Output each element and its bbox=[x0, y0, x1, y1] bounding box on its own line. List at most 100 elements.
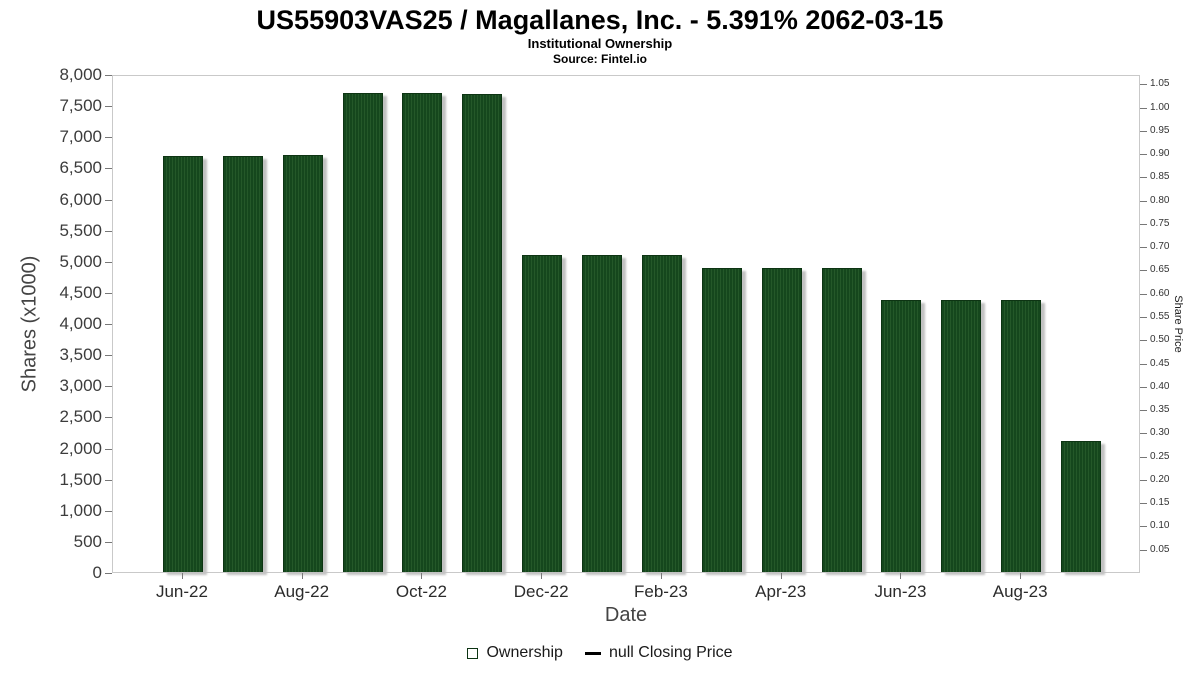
y-right-tick-label: 0.80 bbox=[1150, 194, 1170, 206]
y-right-tick-label: 1.00 bbox=[1150, 101, 1170, 113]
y-axis-title-right: Share Price bbox=[1172, 295, 1184, 353]
y-right-tick-mark bbox=[1140, 456, 1147, 458]
y-left-tick-mark bbox=[105, 324, 112, 325]
y-right-tick-mark bbox=[1140, 479, 1147, 481]
y-right-tick-label: 0.75 bbox=[1150, 217, 1170, 229]
y-right-tick-label: 0.05 bbox=[1150, 543, 1170, 555]
ownership-bar bbox=[162, 156, 203, 572]
y-right-tick-mark bbox=[1140, 293, 1147, 295]
y-left-tick-label: 4,500 bbox=[59, 282, 102, 302]
ownership-bar bbox=[402, 93, 443, 572]
y-right-tick-mark bbox=[1140, 247, 1147, 249]
y-right-tick-label: 0.20 bbox=[1150, 473, 1170, 485]
y-left-tick-label: 1,000 bbox=[59, 500, 102, 520]
y-right-tick-label: 1.05 bbox=[1150, 78, 1170, 90]
ownership-bar bbox=[522, 255, 563, 572]
y-left-tick-mark bbox=[105, 230, 112, 232]
ownership-bar bbox=[282, 155, 323, 572]
ownership-bar bbox=[941, 300, 982, 572]
x-tick-mark bbox=[181, 573, 183, 579]
ownership-legend-swatch bbox=[467, 647, 479, 659]
y-right-tick-mark bbox=[1140, 410, 1147, 412]
y-left-tick-label: 3,000 bbox=[59, 376, 102, 396]
y-right-tick-mark bbox=[1140, 270, 1147, 272]
ownership-bar bbox=[342, 93, 383, 572]
x-tick-mark bbox=[780, 573, 782, 579]
y-right-tick-mark bbox=[1140, 107, 1147, 109]
y-right-tick-label: 0.65 bbox=[1150, 264, 1170, 276]
y-left-tick-label: 2,000 bbox=[59, 438, 102, 458]
x-tick-mark bbox=[541, 573, 543, 579]
y-left-tick-label: 7,500 bbox=[59, 96, 102, 116]
x-tick-mark bbox=[301, 573, 303, 579]
ownership-bar bbox=[821, 268, 862, 572]
y-right-tick-mark bbox=[1140, 363, 1147, 365]
y-left-tick-label: 5,000 bbox=[59, 251, 102, 271]
y-right-tick-mark bbox=[1140, 433, 1147, 435]
y-right-tick-mark bbox=[1140, 200, 1147, 202]
y-right-tick-mark bbox=[1140, 177, 1147, 179]
x-tick-mark bbox=[421, 573, 423, 579]
y-right-tick-label: 0.30 bbox=[1150, 427, 1170, 439]
y-left-tick-mark bbox=[105, 573, 112, 574]
ownership-bar bbox=[881, 300, 922, 572]
y-right-tick-mark bbox=[1140, 549, 1147, 551]
closing-price-legend-swatch bbox=[584, 651, 601, 655]
x-tick-label: Aug-22 bbox=[274, 582, 330, 601]
x-tick-mark bbox=[900, 573, 902, 579]
y-left-tick-mark bbox=[105, 292, 112, 294]
x-tick-mark bbox=[660, 573, 662, 579]
y-left-tick-mark bbox=[105, 261, 112, 263]
y-left-tick-label: 8,000 bbox=[59, 65, 102, 84]
y-right-tick-label: 0.85 bbox=[1150, 171, 1170, 183]
x-tick-label: Jun-22 bbox=[155, 582, 208, 601]
y-left-tick-mark bbox=[105, 479, 112, 481]
y-left-tick-label: 500 bbox=[73, 531, 102, 551]
x-tick-label: Apr-23 bbox=[755, 582, 807, 601]
y-left-tick-mark bbox=[105, 386, 112, 388]
ownership-bar bbox=[582, 255, 623, 572]
y-right-tick-label: 0.10 bbox=[1150, 520, 1170, 532]
y-right-tick-mark bbox=[1140, 503, 1147, 505]
y-right-tick-label: 0.90 bbox=[1150, 148, 1170, 160]
y-left-tick-label: 3,500 bbox=[59, 345, 102, 365]
y-left-tick-mark bbox=[105, 417, 112, 419]
y-right-tick-mark bbox=[1140, 386, 1147, 388]
ownership-legend-label: Ownership bbox=[486, 644, 563, 661]
y-left-tick-mark bbox=[105, 75, 112, 76]
y-left-tick-label: 5,500 bbox=[59, 220, 102, 240]
y-left-tick-mark bbox=[105, 355, 112, 357]
y-right-tick-label: 0.15 bbox=[1150, 497, 1170, 509]
y-right-tick-label: 0.25 bbox=[1150, 450, 1170, 462]
y-right-tick-mark bbox=[1140, 526, 1147, 528]
y-right-tick-label: 0.55 bbox=[1150, 311, 1170, 323]
plot-area bbox=[112, 75, 1140, 573]
y-right-tick-mark bbox=[1140, 223, 1147, 225]
y-left-tick-mark bbox=[105, 541, 112, 543]
y-right-tick-label: 0.35 bbox=[1150, 404, 1170, 416]
y-right-tick-mark bbox=[1140, 130, 1147, 132]
y-left-tick-label: 6,500 bbox=[59, 158, 102, 178]
x-tick-label: Feb-23 bbox=[634, 582, 688, 601]
ownership-bar bbox=[641, 255, 682, 572]
y-right-tick-label: 0.50 bbox=[1150, 334, 1170, 346]
y-right-tick-label: 0.70 bbox=[1150, 241, 1170, 253]
y-right-tick-label: 0.60 bbox=[1150, 287, 1170, 299]
ownership-bar bbox=[761, 268, 802, 572]
y-left-tick-mark bbox=[105, 168, 112, 170]
chart-source: Source: Fintel.io bbox=[552, 52, 647, 66]
y-right-tick-mark bbox=[1140, 317, 1147, 319]
closing-price-legend-label: null Closing Price bbox=[608, 644, 733, 661]
ownership-bar bbox=[1061, 441, 1102, 572]
x-axis-title: Date bbox=[604, 604, 648, 626]
y-left-tick-mark bbox=[105, 448, 112, 450]
y-left-tick-mark bbox=[105, 137, 112, 139]
y-right-tick-label: 0.40 bbox=[1150, 380, 1170, 392]
y-left-tick-mark bbox=[105, 199, 112, 201]
ownership-bar bbox=[222, 156, 263, 572]
x-tick-label: Jun-23 bbox=[874, 582, 927, 601]
y-right-tick-mark bbox=[1140, 340, 1147, 342]
y-left-tick-label: 0 bbox=[92, 563, 102, 582]
